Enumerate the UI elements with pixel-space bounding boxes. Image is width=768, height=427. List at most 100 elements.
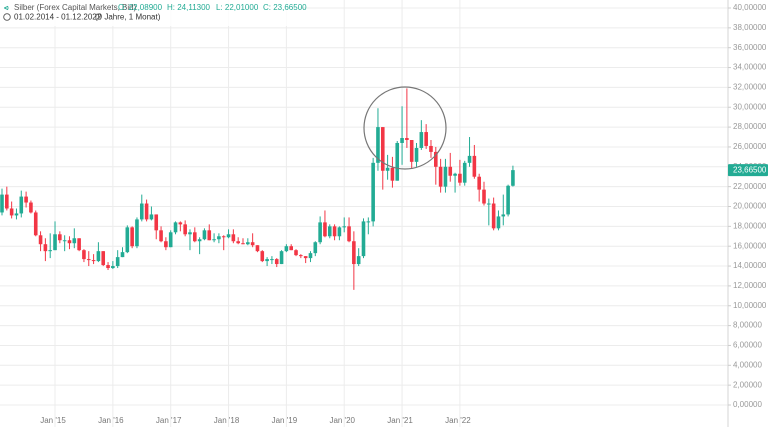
candle-body xyxy=(188,232,192,235)
candle-body xyxy=(299,255,303,257)
candle-body xyxy=(115,257,120,267)
date-range: 01.02.2014 - 01.12.2022 xyxy=(14,13,102,22)
candle-body xyxy=(120,252,125,258)
candle-body xyxy=(458,173,462,183)
candle-body xyxy=(294,250,298,256)
candle-body xyxy=(424,132,428,146)
ohlc-low: L: 22,01000 xyxy=(216,3,259,12)
candle-body xyxy=(197,239,202,242)
candle-body xyxy=(5,194,9,209)
candle-body xyxy=(323,222,327,237)
ohlc-open: O: 22,08900 xyxy=(118,3,163,12)
y-tick-label: 2,00000 xyxy=(733,380,762,389)
candle-body xyxy=(212,239,216,241)
clock-icon xyxy=(3,13,11,21)
candle-body xyxy=(9,208,14,216)
x-tick-label: Jan '20 xyxy=(329,416,355,425)
candle-body xyxy=(29,202,33,213)
candle-body xyxy=(419,132,424,148)
duration: (9 Jahre, 1 Monat) xyxy=(95,13,161,22)
candle-body xyxy=(284,246,289,252)
y-tick-label: 16,00000 xyxy=(733,241,767,250)
candle-body xyxy=(159,230,163,242)
candle-body xyxy=(347,226,351,242)
candle-body xyxy=(332,226,337,237)
y-tick-label: 36,00000 xyxy=(733,43,767,52)
x-tick-label: Jan '22 xyxy=(445,416,471,425)
candle-body xyxy=(376,127,380,163)
candle-body xyxy=(371,162,375,222)
candle-body xyxy=(193,232,197,242)
candle-body xyxy=(130,227,134,247)
candle-body xyxy=(511,170,515,186)
candle-body xyxy=(487,203,491,205)
candle-body xyxy=(409,140,414,162)
candle-body xyxy=(217,236,221,240)
candle-body xyxy=(405,138,409,141)
candle-body xyxy=(125,227,130,253)
candle-body xyxy=(221,236,226,238)
candle-body xyxy=(356,256,361,265)
candle-body xyxy=(183,224,187,235)
candle-body xyxy=(429,145,433,152)
candle-body xyxy=(135,219,139,247)
candle-body xyxy=(173,222,178,233)
y-tick-label: 14,00000 xyxy=(733,261,767,270)
candle-body xyxy=(33,212,38,236)
candle-body xyxy=(0,194,4,213)
axis-labels: 0,00000 2,00000 4,00000 6,00000 8,00000 10,00… xyxy=(40,3,768,425)
candle-body xyxy=(308,253,313,259)
candle-body xyxy=(19,196,24,214)
candle-body xyxy=(477,176,481,190)
candle-body xyxy=(62,240,67,242)
y-tick-label: 34,00000 xyxy=(733,63,767,72)
candle-body xyxy=(139,203,144,220)
candle-body xyxy=(43,244,48,252)
candle-body xyxy=(67,240,72,244)
candle-body xyxy=(506,185,510,215)
candle-body xyxy=(260,251,265,262)
y-tick-label: 0,00000 xyxy=(733,400,762,409)
candle-body xyxy=(443,166,448,187)
candle-body xyxy=(352,241,356,265)
candle-body xyxy=(48,250,52,252)
candle-body xyxy=(106,265,110,269)
candle-body xyxy=(279,251,284,265)
grid xyxy=(0,0,728,427)
x-tick-label: Jan '21 xyxy=(387,416,413,425)
candle-body xyxy=(86,259,91,261)
candle-body xyxy=(82,250,86,260)
candle-body xyxy=(202,230,207,240)
candle-body xyxy=(178,222,183,225)
candle-body xyxy=(438,166,443,187)
series-icon: ⪦ xyxy=(4,3,9,12)
y-tick-label: 6,00000 xyxy=(733,341,762,350)
candle-body xyxy=(448,166,453,176)
candle-body xyxy=(491,203,496,229)
y-tick-label: 10,00000 xyxy=(733,301,767,310)
candle-body xyxy=(96,251,101,262)
candle-body xyxy=(472,155,477,177)
candle-body xyxy=(303,256,308,259)
candle-body xyxy=(241,243,245,245)
candle-body xyxy=(366,221,371,223)
y-tick-label: 28,00000 xyxy=(733,122,767,131)
candle-body xyxy=(168,232,173,248)
y-tick-label: 4,00000 xyxy=(733,360,762,369)
candle-body xyxy=(318,222,322,243)
y-tick-label: 38,00000 xyxy=(733,23,767,32)
candle-body xyxy=(453,173,457,176)
candle-body xyxy=(270,259,274,261)
candle-body xyxy=(236,241,240,244)
candle-body xyxy=(91,260,96,262)
candles xyxy=(0,88,515,290)
candle-body xyxy=(467,155,472,163)
y-tick-label: 12,00000 xyxy=(733,281,767,290)
y-tick-label: 18,00000 xyxy=(733,221,767,230)
y-tick-label: 8,00000 xyxy=(733,321,762,330)
candle-body xyxy=(289,246,293,251)
candle-body xyxy=(250,242,255,246)
candle-body xyxy=(111,266,115,269)
candle-body xyxy=(72,238,77,244)
